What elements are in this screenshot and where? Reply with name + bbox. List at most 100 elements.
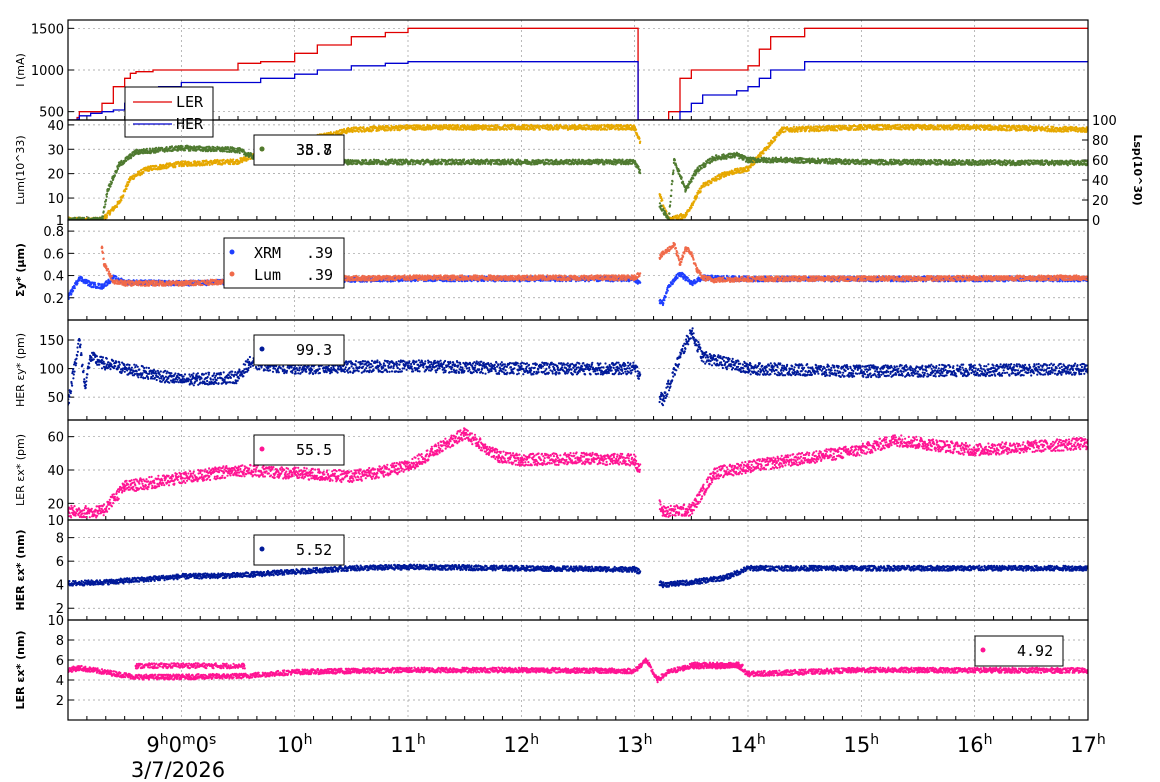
trace-dot (659, 193, 662, 196)
trace-dot (494, 124, 497, 127)
trace-dot (200, 162, 203, 165)
trace-dot (127, 183, 130, 186)
trace-dot (90, 220, 92, 222)
trace-dot (1077, 130, 1080, 133)
trace-dot (975, 128, 978, 131)
trace-dot (699, 164, 702, 167)
trace-dot (871, 128, 874, 131)
trace-dot (662, 207, 665, 210)
trace-dot (514, 124, 517, 127)
trace-dot (884, 125, 887, 128)
trace-dot (691, 203, 695, 207)
trace-dot (554, 162, 557, 166)
trace-dot (375, 158, 378, 162)
y-tick-label: 1 (56, 214, 64, 229)
trace-dot (215, 149, 218, 152)
trace-dot (601, 159, 604, 162)
series-1 (68, 27, 1088, 120)
trace-dot (205, 159, 208, 162)
trace-dot (206, 145, 209, 148)
trace-dot (422, 124, 426, 127)
trace-dot (849, 128, 852, 131)
trace-dot (212, 146, 215, 149)
trace-dot (855, 125, 858, 128)
trace-dot (442, 123, 446, 127)
legend-label: HER (176, 115, 204, 133)
trace-dot (600, 126, 603, 129)
trace-dot (115, 205, 119, 208)
series-line (68, 27, 1088, 120)
trace-dot (352, 162, 355, 165)
plot-area (68, 27, 1088, 120)
trace-dot (998, 126, 1001, 129)
trace-dot (381, 160, 384, 163)
trace-dot (688, 209, 691, 212)
trace-dot (533, 128, 536, 131)
trace-dot (516, 163, 519, 166)
trace-dot (1037, 125, 1040, 128)
trace-dot (896, 123, 900, 126)
trace-dot (580, 124, 583, 127)
trace-dot (1035, 129, 1039, 132)
trace-dot (495, 128, 498, 131)
trace-dot (1085, 130, 1088, 133)
trace-dot (485, 124, 488, 127)
trace-dot (614, 128, 617, 131)
trace-dot (669, 204, 672, 207)
trace-dot (596, 158, 599, 161)
trace-dot (767, 142, 770, 145)
trace-dot (92, 221, 94, 223)
trace-dot (822, 125, 825, 128)
trace-dot (122, 194, 125, 197)
trace-dot (247, 158, 250, 161)
y2-tick-label: 100 (1092, 114, 1117, 129)
trace-dot (1055, 130, 1058, 133)
trace-dot (368, 163, 371, 166)
trace-dot (403, 159, 406, 162)
panel-2: 110203040020406080100Lsp(10^30)Lum(10^33… (14, 114, 1144, 229)
trace-dot (145, 169, 148, 172)
trace-dot (103, 205, 106, 208)
trace-dot (678, 169, 681, 173)
trace-dot (667, 220, 669, 222)
trace-dot (1062, 126, 1065, 129)
trace-dot (165, 146, 168, 149)
trace-dot (223, 150, 226, 153)
y-axis-label: I (mA) (14, 53, 27, 87)
trace-dot (100, 221, 102, 223)
trace-dot (479, 163, 482, 166)
trace-dot (475, 127, 479, 130)
trace-dot (1052, 125, 1055, 128)
trace-dot (357, 130, 360, 133)
trace-dot (102, 220, 104, 222)
trace-dot (95, 220, 97, 222)
trace-dot (329, 131, 332, 134)
trace-dot (841, 124, 844, 127)
trace-dot (542, 159, 545, 162)
trace-dot (675, 164, 678, 167)
trace-dot (350, 126, 353, 130)
trace-dot (104, 203, 107, 206)
trace-dot (1044, 129, 1047, 132)
trace-dot (685, 213, 688, 216)
trace-dot (677, 217, 680, 220)
trace-dot (505, 128, 508, 131)
trace-dot (171, 163, 174, 166)
trace-dot (152, 167, 155, 170)
trace-dot (555, 158, 558, 161)
trace-dot (108, 183, 111, 186)
trace-dot (105, 195, 108, 198)
trace-dot (538, 128, 542, 131)
trace-dot (98, 221, 100, 223)
trace-dot (710, 180, 713, 183)
trace-dot (365, 159, 368, 162)
trace-dot (782, 131, 785, 134)
trace-dot (560, 159, 563, 162)
trace-dot (155, 146, 158, 149)
trace-dot (451, 123, 454, 127)
trace-dot (222, 158, 225, 161)
trace-dot (85, 220, 87, 222)
trace-dot (120, 199, 123, 202)
trace-dot (588, 125, 592, 128)
trace-dot (460, 128, 463, 131)
